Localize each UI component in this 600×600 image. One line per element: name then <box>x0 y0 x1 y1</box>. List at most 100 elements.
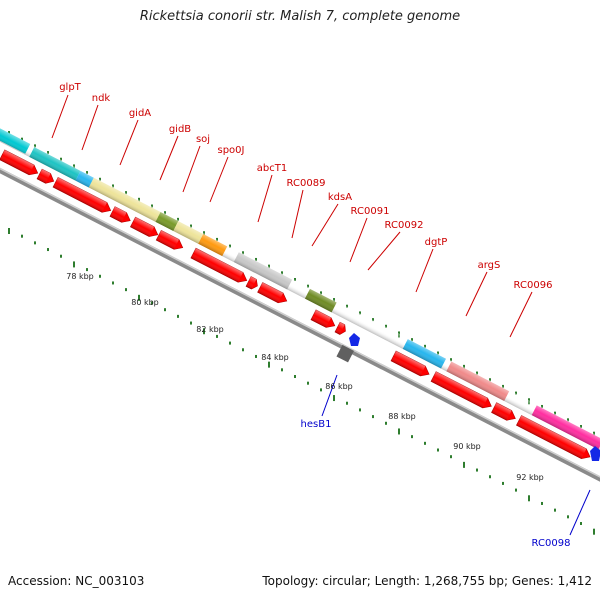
minor-tick <box>580 522 582 526</box>
gene-label: hesB1 <box>301 419 332 430</box>
minor-tick <box>346 304 348 308</box>
minor-tick <box>450 455 452 459</box>
minor-tick <box>424 441 426 445</box>
minor-tick <box>47 248 49 252</box>
minor-tick <box>554 411 556 415</box>
minor-tick <box>359 311 361 315</box>
minor-tick <box>34 144 36 148</box>
minor-tick <box>216 334 218 338</box>
minor-tick <box>294 278 296 282</box>
cds-arrow-shading <box>37 169 51 184</box>
minor-tick <box>112 184 114 188</box>
leader-abcT1 <box>257 174 273 223</box>
gene-label: gidA <box>129 108 151 119</box>
cds-arrow-shading <box>130 217 155 237</box>
minor-tick <box>424 344 426 348</box>
leader-soj <box>182 145 201 193</box>
major-tick <box>333 395 335 402</box>
map-title: Rickettsia conorii str. Malish 7, comple… <box>139 9 461 24</box>
cds-arrow-track <box>0 149 591 459</box>
cds-arrow-shading <box>516 415 587 459</box>
ruler-label: 82 kbp <box>196 325 224 334</box>
minor-tick <box>411 338 413 342</box>
minor-tick <box>21 234 23 238</box>
minor-tick <box>255 257 257 261</box>
minor-tick <box>190 321 192 325</box>
feature-box-hesB1 <box>336 344 354 363</box>
minor-tick <box>164 211 166 215</box>
minor-tick <box>190 224 192 228</box>
minor-tick <box>47 151 49 155</box>
genome-backbone-highlight <box>0 165 600 488</box>
minor-tick <box>242 348 244 352</box>
minor-tick <box>502 481 504 485</box>
major-tick <box>138 294 140 301</box>
minor-tick <box>502 384 504 388</box>
feature-blue-pentagon-1 <box>349 333 360 346</box>
gene-label: dgtP <box>425 237 448 248</box>
leader-gidA <box>119 119 139 166</box>
gene-label: spo0J <box>218 145 245 156</box>
minor-tick <box>450 358 452 362</box>
gene-label: ndk <box>92 93 111 104</box>
forward-leader-lines <box>51 94 533 338</box>
minor-tick <box>515 391 517 395</box>
minor-tick <box>255 354 257 358</box>
feature-track-shading <box>0 123 600 455</box>
gene-label: RC0092 <box>385 220 424 231</box>
minor-tick <box>112 281 114 285</box>
minor-tick <box>86 171 88 175</box>
cds-arrow-shading <box>246 276 257 290</box>
minor-tick <box>229 341 231 345</box>
cds-arrow-shading <box>257 282 284 303</box>
leader-dgtP <box>415 248 434 293</box>
minor-tick <box>34 241 36 245</box>
leader-argS <box>465 271 488 317</box>
feature-track <box>0 123 600 459</box>
minor-tick <box>320 388 322 392</box>
accession-text: Accession: NC_003103 <box>8 574 145 588</box>
genome-backbone <box>0 165 600 491</box>
leader-glpT <box>51 94 69 139</box>
reverse-leader-lines <box>321 374 591 536</box>
gene-label: kdsA <box>328 192 352 203</box>
ruler-label: 88 kbp <box>388 412 416 421</box>
cds-arrow-shading <box>491 402 512 421</box>
minor-tick <box>281 368 283 372</box>
gene-label: argS <box>478 260 501 271</box>
minor-tick <box>515 488 517 492</box>
minor-tick <box>60 254 62 258</box>
major-tick <box>593 528 595 535</box>
minor-tick <box>346 401 348 405</box>
minor-tick <box>99 274 101 278</box>
minor-tick <box>580 425 582 429</box>
leader-spo0J <box>209 156 229 203</box>
minor-tick <box>476 371 478 375</box>
gene-label: RC0091 <box>351 206 390 217</box>
cds-arrow-shading <box>109 206 127 223</box>
minor-tick <box>554 508 556 512</box>
minor-tick <box>60 157 62 161</box>
minor-tick <box>437 448 439 452</box>
cds-arrow-shading <box>431 371 488 408</box>
minor-tick <box>151 204 153 208</box>
leader-ndk <box>81 104 99 151</box>
gene-label: RC0089 <box>287 178 326 189</box>
cds-arrow-shading <box>53 177 107 213</box>
cds-arrow-shading <box>156 230 180 250</box>
leader-kdsA <box>311 203 339 247</box>
ruler-label: 80 kbp <box>131 298 159 307</box>
minor-tick <box>385 421 387 425</box>
leader-RC0096 <box>509 291 533 338</box>
gene-label: RC0098 <box>532 538 571 549</box>
cds-arrow-shading <box>391 351 426 376</box>
cds-arrow-shading <box>0 149 35 175</box>
minor-tick <box>216 237 218 241</box>
minor-tick <box>385 324 387 328</box>
gene-label: abcT1 <box>257 163 287 174</box>
forward-gene-labels: glpT ndk gidA gidB soj spo0J abcT1 RC008… <box>59 82 552 291</box>
ruler-label: 84 kbp <box>261 353 289 362</box>
cds-arrow-shading <box>310 309 332 328</box>
minor-tick <box>164 308 166 312</box>
